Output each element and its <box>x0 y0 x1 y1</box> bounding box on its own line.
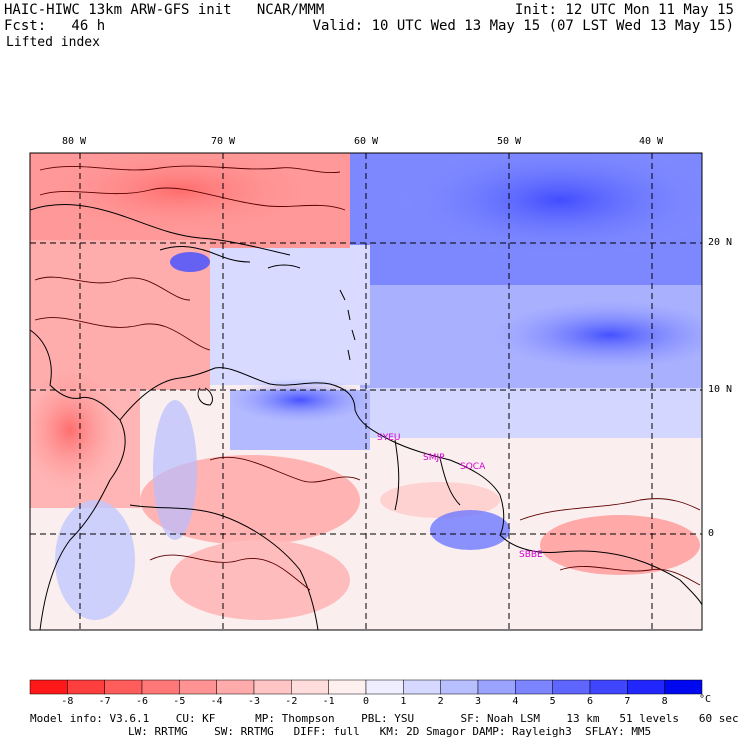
colorbar-swatch <box>477 679 516 695</box>
colorbar-swatch <box>179 679 217 695</box>
colorbar-swatch <box>253 679 292 695</box>
shaded-field <box>30 153 702 630</box>
map-frame <box>29 152 703 631</box>
colorbar-swatch <box>141 679 180 695</box>
colorbar-tick-label: 4 <box>512 696 519 707</box>
colorbar-tick-label: -5 <box>173 696 186 707</box>
model-title: HAIC-HIWC 13km ARW-GFS init NCAR/MMM <box>4 2 325 18</box>
colorbar-swatch <box>515 679 553 695</box>
colorbar-swatch <box>104 679 143 695</box>
colorbar-tick-label: 7 <box>624 696 631 707</box>
colorbar-swatch <box>29 679 68 695</box>
lon-label-60w: 60 W <box>353 136 379 147</box>
colorbar-tick-label: -4 <box>210 696 223 707</box>
colorbar-swatch <box>627 679 665 695</box>
lat-label-20n: 20 N <box>708 237 733 248</box>
init-time: Init: 12 UTC Mon 11 May 15 <box>514 2 734 18</box>
colorbar-tick-label: 1 <box>400 696 407 707</box>
lat-label-0: 0 <box>708 528 715 539</box>
city-label-smjp: SMJP <box>423 453 445 463</box>
colorbar-swatch <box>291 679 329 695</box>
colorbar-tick-label: 8 <box>661 696 668 707</box>
colorbar-tick-label: 2 <box>437 696 444 707</box>
city-label-syeu: SYEU <box>377 433 400 443</box>
colorbar-unit: °C <box>698 694 712 705</box>
colorbar-tick-label: 6 <box>586 696 594 707</box>
contour-lines <box>34 165 701 591</box>
colorbar-tick-label: -1 <box>322 696 335 707</box>
lat-label-10n: 10 N <box>708 384 733 395</box>
valid-time: Valid: 10 UTC Wed 13 May 15 (07 LST Wed … <box>312 18 734 34</box>
colorbar-swatch <box>365 679 404 695</box>
field-name: Lifted index <box>6 35 100 50</box>
colorbar-swatch <box>440 679 479 695</box>
lon-label-70w: 70 W <box>210 136 236 147</box>
colorbar-tick-label: -8 <box>61 696 74 707</box>
city-label-soca: SOCA <box>460 462 486 472</box>
lon-label-40w: 40 W <box>638 136 664 147</box>
colorbar-swatch <box>664 679 703 695</box>
colorbar-tick-label: -3 <box>247 696 261 707</box>
colorbar-tick-label: 0 <box>362 696 370 707</box>
colorbar-swatch <box>403 679 441 695</box>
model-info-line: Model info: V3.6.1 CU: KF MP: Thompson P… <box>30 712 739 725</box>
colorbar-tick-label: -7 <box>98 696 111 707</box>
colorbar-tick-label: 3 <box>474 696 482 707</box>
colorbar-tick-label: -2 <box>285 696 298 707</box>
lon-label-50w: 50 W <box>496 136 522 147</box>
lon-label-80w: 80 W <box>61 136 87 147</box>
forecast-hour: Fcst: 46 h <box>4 18 106 34</box>
colorbar-swatch <box>67 679 105 695</box>
colorbar-swatch <box>328 679 367 695</box>
colorbar-swatch <box>216 679 255 695</box>
model-physics-line: LW: RRTMG SW: RRTMG DIFF: full KM: 2D Sm… <box>128 725 652 738</box>
colorbar-tick-label: -6 <box>135 696 149 707</box>
city-label-sbbe: SBBE <box>519 550 543 560</box>
coastlines <box>29 204 703 631</box>
colorbar-swatch <box>552 679 591 695</box>
colorbar <box>29 679 703 695</box>
colorbar-tick-label: 5 <box>549 696 556 707</box>
colorbar-swatch <box>589 679 628 695</box>
lat-lon-grid <box>30 153 702 630</box>
